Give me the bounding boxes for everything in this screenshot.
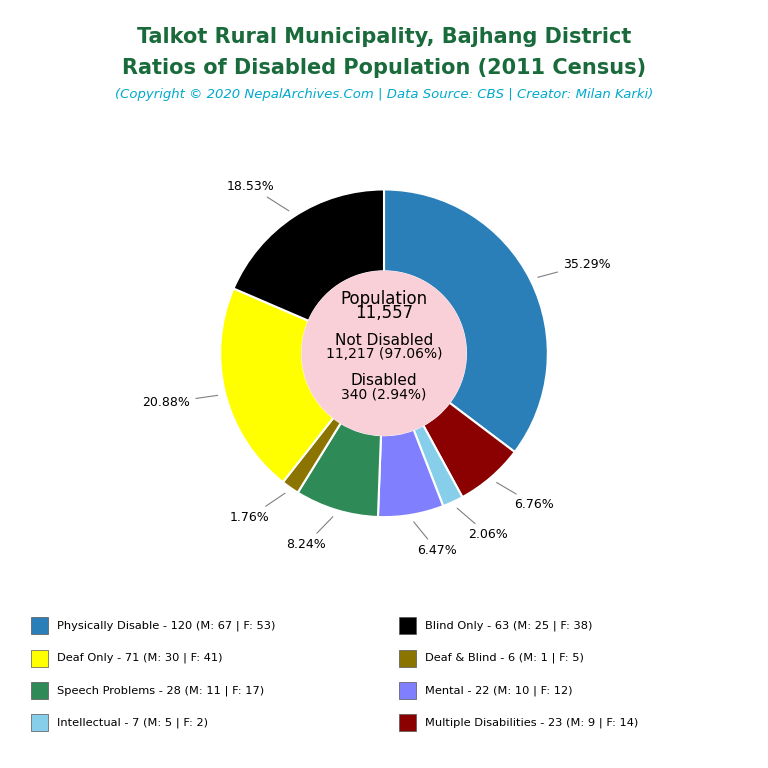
Text: 2.06%: 2.06% <box>457 508 508 541</box>
Text: Talkot Rural Municipality, Bajhang District: Talkot Rural Municipality, Bajhang Distr… <box>137 27 631 47</box>
Wedge shape <box>283 418 341 492</box>
Text: 6.76%: 6.76% <box>497 482 554 511</box>
Text: Population: Population <box>340 290 428 308</box>
Text: Speech Problems - 28 (M: 11 | F: 17): Speech Problems - 28 (M: 11 | F: 17) <box>57 685 264 696</box>
Text: 11,557: 11,557 <box>355 304 413 322</box>
Text: 11,217 (97.06%): 11,217 (97.06%) <box>326 346 442 361</box>
Text: Ratios of Disabled Population (2011 Census): Ratios of Disabled Population (2011 Cens… <box>122 58 646 78</box>
Text: 18.53%: 18.53% <box>227 180 289 211</box>
Text: 6.47%: 6.47% <box>414 522 457 557</box>
Text: Deaf Only - 71 (M: 30 | F: 41): Deaf Only - 71 (M: 30 | F: 41) <box>57 653 222 664</box>
Text: Physically Disable - 120 (M: 67 | F: 53): Physically Disable - 120 (M: 67 | F: 53) <box>57 621 275 631</box>
Text: Intellectual - 7 (M: 5 | F: 2): Intellectual - 7 (M: 5 | F: 2) <box>57 717 208 728</box>
Text: 20.88%: 20.88% <box>142 396 217 409</box>
Wedge shape <box>220 289 333 482</box>
Text: Blind Only - 63 (M: 25 | F: 38): Blind Only - 63 (M: 25 | F: 38) <box>425 621 593 631</box>
Text: Not Disabled: Not Disabled <box>335 333 433 347</box>
Wedge shape <box>378 429 443 517</box>
Text: (Copyright © 2020 NepalArchives.Com | Data Source: CBS | Creator: Milan Karki): (Copyright © 2020 NepalArchives.Com | Da… <box>115 88 653 101</box>
Text: 1.76%: 1.76% <box>230 493 285 524</box>
Text: 8.24%: 8.24% <box>286 517 333 551</box>
Text: Multiple Disabilities - 23 (M: 9 | F: 14): Multiple Disabilities - 23 (M: 9 | F: 14… <box>425 717 639 728</box>
Text: 340 (2.94%): 340 (2.94%) <box>341 387 427 402</box>
Circle shape <box>302 271 466 435</box>
Text: 35.29%: 35.29% <box>538 258 611 277</box>
Wedge shape <box>233 190 384 321</box>
Text: Disabled: Disabled <box>351 373 417 389</box>
Wedge shape <box>298 423 381 517</box>
Text: Mental - 22 (M: 10 | F: 12): Mental - 22 (M: 10 | F: 12) <box>425 685 573 696</box>
Wedge shape <box>384 190 548 452</box>
Wedge shape <box>414 425 462 506</box>
Text: Deaf & Blind - 6 (M: 1 | F: 5): Deaf & Blind - 6 (M: 1 | F: 5) <box>425 653 584 664</box>
Wedge shape <box>423 402 515 497</box>
